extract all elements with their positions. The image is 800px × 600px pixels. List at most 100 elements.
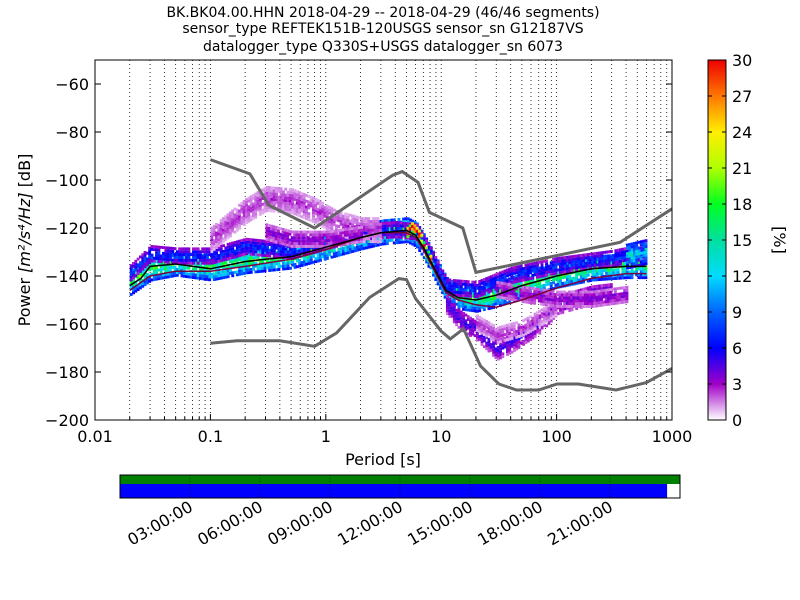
density-cell <box>362 243 366 247</box>
density-cell <box>482 324 486 328</box>
density-cell <box>228 217 232 221</box>
density-cell <box>196 270 200 274</box>
density-cell <box>348 219 352 223</box>
density-cell <box>475 335 479 339</box>
density-cell <box>623 300 627 304</box>
density-cell <box>284 250 288 254</box>
density-cell <box>155 256 159 260</box>
density-cell <box>570 266 574 270</box>
density-cell <box>171 246 175 250</box>
density-cell <box>521 297 525 301</box>
density-cell <box>233 213 237 217</box>
density-cell <box>448 297 452 301</box>
density-cell <box>591 261 595 264</box>
density-cell <box>512 289 516 293</box>
density-cell <box>265 248 269 252</box>
density-cell <box>635 241 639 245</box>
density-cell <box>480 337 484 341</box>
density-cell <box>602 269 606 273</box>
density-cell <box>337 250 341 254</box>
density-cell <box>374 222 378 226</box>
density-cell <box>245 249 249 253</box>
density-cell <box>268 254 272 258</box>
density-cell <box>173 247 177 251</box>
density-cell <box>240 247 244 251</box>
density-cell <box>245 198 248 201</box>
density-cell <box>572 260 576 264</box>
density-cell <box>408 227 412 231</box>
density-cell <box>302 247 306 251</box>
density-cell <box>537 299 541 303</box>
density-cell <box>297 245 301 248</box>
density-cell <box>235 243 239 247</box>
density-cell <box>628 270 632 274</box>
density-cell <box>293 192 297 196</box>
density-cell <box>565 258 569 262</box>
density-cell <box>565 300 569 304</box>
density-cell <box>242 205 246 209</box>
density-cell <box>166 272 170 276</box>
density-cell <box>505 329 509 333</box>
density-cell <box>630 253 634 257</box>
density-cell <box>598 263 602 266</box>
density-cell <box>381 239 385 243</box>
density-cell <box>450 290 454 294</box>
density-cell <box>471 289 475 293</box>
density-cell <box>505 268 509 272</box>
density-cell <box>535 317 539 321</box>
density-cell <box>540 284 544 288</box>
density-cell <box>512 271 516 275</box>
density-cell <box>198 268 202 272</box>
density-cell <box>492 285 496 289</box>
density-cell <box>549 264 553 268</box>
density-cell <box>164 257 168 261</box>
density-cell <box>560 299 564 303</box>
density-cell <box>485 331 489 335</box>
density-cell <box>297 236 301 240</box>
density-cell <box>279 241 283 245</box>
density-cell <box>519 264 523 268</box>
density-cell <box>279 238 283 242</box>
density-cell <box>313 242 317 246</box>
density-cell <box>545 262 549 266</box>
density-cell <box>376 234 380 238</box>
density-cell <box>635 261 639 265</box>
density-cell <box>274 240 278 244</box>
density-cell <box>339 222 343 226</box>
density-cell <box>351 214 355 218</box>
density-cell <box>411 239 415 243</box>
density-cell <box>224 255 228 258</box>
density-cell <box>348 230 352 234</box>
density-cell <box>464 299 468 303</box>
density-cell <box>295 207 299 211</box>
density-cell <box>489 283 493 287</box>
density-cell <box>367 222 371 226</box>
density-cell <box>365 240 369 244</box>
density-cell <box>512 346 516 350</box>
density-cell <box>605 250 609 254</box>
density-cell <box>265 206 269 210</box>
density-cell <box>637 267 641 271</box>
density-cell <box>180 253 184 257</box>
density-cell <box>434 255 438 259</box>
density-cell <box>307 218 311 221</box>
density-cell <box>586 255 590 259</box>
density-cell <box>342 246 345 250</box>
density-cell <box>482 318 486 322</box>
density-cell <box>526 316 530 320</box>
density-cell <box>558 293 562 297</box>
density-cell <box>320 245 324 248</box>
density-cell <box>494 284 498 288</box>
density-cell <box>360 244 364 248</box>
density-cell <box>480 328 484 332</box>
density-cell <box>362 246 366 250</box>
density-cell <box>159 273 163 277</box>
density-cell <box>249 241 253 245</box>
density-cell <box>228 260 232 264</box>
density-cell <box>205 253 209 257</box>
density-cell <box>436 271 440 275</box>
density-cell <box>270 224 273 228</box>
timebar-tick-label: 03:00:00 <box>124 497 196 549</box>
density-cell <box>217 238 221 242</box>
density-cell <box>522 319 526 323</box>
